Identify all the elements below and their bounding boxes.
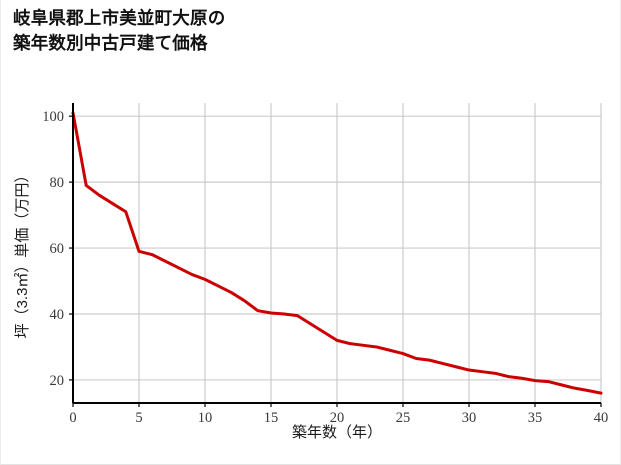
x-tick-label: 15 [264, 410, 279, 426]
y-tick-label: 20 [50, 373, 65, 389]
price-trend-line [71, 111, 603, 395]
y-tick-label: 100 [42, 109, 64, 125]
y-tick-label: 80 [50, 175, 65, 191]
x-tick-label: 30 [462, 410, 477, 426]
vertical-gridlines [138, 103, 602, 403]
y-axis-ticks: 20 40 60 80 100 [42, 109, 73, 389]
y-axis-title: 坪（3.3㎡）単価（万円） [14, 168, 31, 339]
x-tick-label: 10 [198, 410, 213, 426]
x-tick-label: 5 [135, 410, 142, 426]
chart-title: 岐阜県郡上市美並町大原の 築年数別中古戸建て価格 [13, 8, 226, 54]
x-tick-label: 0 [69, 410, 76, 426]
x-tick-label: 35 [528, 410, 543, 426]
x-tick-label: 40 [594, 410, 609, 426]
x-tick-label: 20 [330, 410, 345, 426]
x-axis-title: 築年数（年） [292, 423, 382, 441]
x-tick-label: 25 [396, 410, 411, 426]
y-tick-label: 60 [50, 241, 65, 257]
y-tick-label: 40 [50, 307, 65, 323]
x-axis-ticks: 0 5 10 15 20 25 30 35 40 [69, 403, 608, 426]
